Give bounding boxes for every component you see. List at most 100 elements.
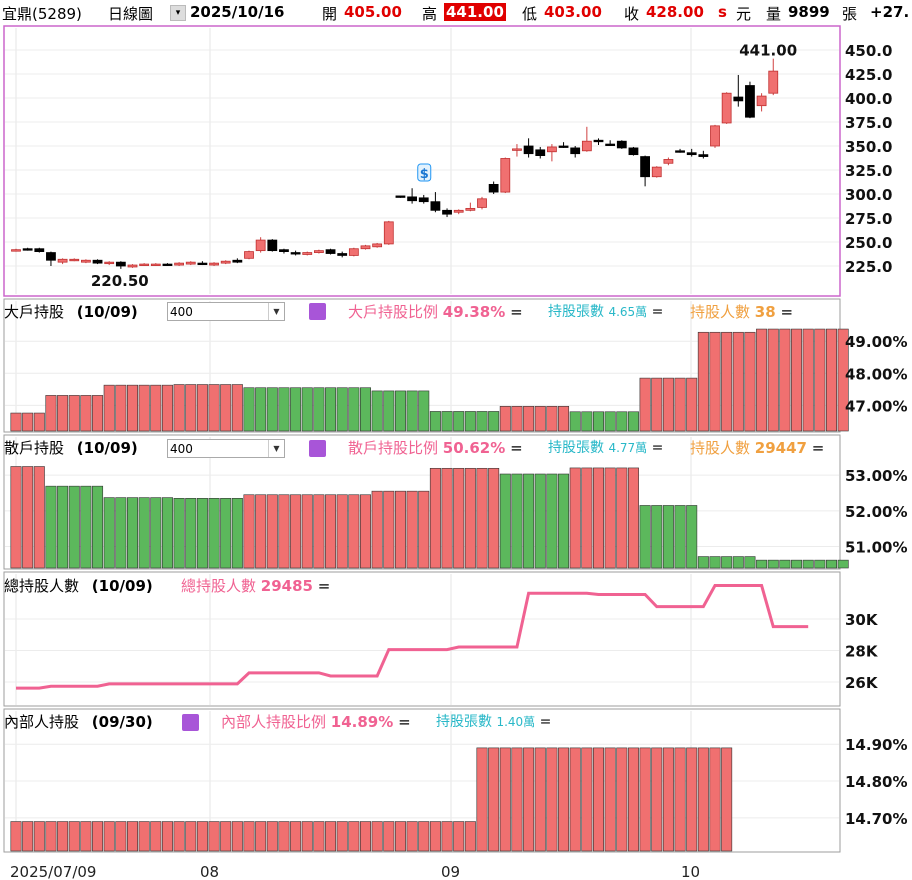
insider-bar — [651, 747, 663, 852]
insider-bar — [429, 821, 441, 852]
retail-bar — [651, 505, 663, 569]
major-bar — [336, 387, 348, 432]
retail-bar — [779, 559, 791, 569]
total-title: 總持股人數 — [4, 577, 80, 595]
candle-body — [244, 251, 254, 259]
insider-bar — [243, 821, 255, 852]
retail-bar — [791, 559, 803, 569]
major-bar — [255, 387, 267, 432]
candle-body — [115, 261, 126, 267]
candle-body — [34, 248, 45, 253]
close-label: 收 — [624, 5, 640, 23]
chart-type-label[interactable]: 日線圖 — [108, 5, 154, 23]
candle-body — [500, 158, 511, 193]
major-bar — [138, 384, 150, 432]
major-bar — [290, 387, 302, 432]
retail-bar — [825, 559, 837, 569]
retail-bar — [243, 494, 255, 569]
low-value: 403.00 — [544, 3, 602, 21]
total-line — [16, 584, 809, 690]
insider-bar — [476, 747, 488, 852]
total-holders-line — [16, 584, 809, 690]
major-bar — [837, 328, 849, 432]
candle-body — [733, 96, 744, 102]
list-icon[interactable] — [182, 714, 199, 731]
chevron-down-icon[interactable]: ▼ — [268, 303, 284, 320]
price-tick-label: 400.0 — [845, 90, 892, 108]
insider-bar — [359, 821, 371, 852]
retail-bar — [383, 490, 395, 569]
candle-body — [127, 264, 138, 268]
insider-bar — [511, 747, 523, 852]
insider-ratio-value: 14.89% — [330, 713, 394, 731]
major-bar — [266, 387, 278, 432]
insider-bar — [581, 747, 593, 852]
insider-bar — [196, 821, 208, 852]
eq-sign: = — [811, 439, 825, 457]
candle-body — [605, 143, 616, 146]
major-bar — [406, 390, 418, 432]
insider-bar — [266, 821, 278, 852]
retail-bar — [464, 467, 476, 569]
major-bar — [220, 384, 232, 432]
insider-bar — [604, 747, 616, 852]
stock-name[interactable]: 宜鼎(5289) — [2, 5, 82, 23]
retail-bar — [68, 485, 80, 569]
candle-body — [698, 154, 709, 157]
insider-bar — [336, 821, 348, 852]
axis-labels: 450.0 425.0 400.0 375.0 350.0 325.0 300.0 275.0… — [10, 42, 907, 880]
candle-body — [663, 159, 674, 164]
major-bar — [791, 328, 803, 432]
candle-body — [104, 261, 115, 265]
major-bar — [10, 412, 22, 432]
quote-date: 2025/10/16 — [190, 3, 285, 21]
candle-body — [756, 95, 767, 107]
insider-bar — [534, 747, 546, 852]
candle-body — [407, 196, 418, 202]
x-axis-label: 09 — [441, 863, 460, 880]
list-icon[interactable] — [309, 303, 326, 320]
candle-body — [710, 125, 720, 147]
eq-sign: = — [780, 303, 794, 321]
insider-bar — [10, 821, 22, 852]
retail-bar — [686, 505, 698, 569]
candle-body — [360, 245, 371, 250]
candle-body — [232, 259, 243, 263]
insider-bar — [313, 821, 325, 852]
retail-bar — [138, 497, 150, 569]
candle-body — [81, 259, 91, 263]
candle-body — [430, 201, 441, 211]
retail-bar — [313, 494, 325, 569]
insider-bar — [115, 821, 127, 852]
insider-tick-label: 14.90% — [845, 736, 907, 754]
major-bar — [476, 411, 488, 432]
candle-body — [325, 249, 336, 254]
insider-bar — [103, 821, 115, 852]
list-icon[interactable] — [309, 440, 326, 457]
major-threshold-select[interactable]: 400 ▼ — [167, 302, 285, 321]
retail-bar — [534, 473, 546, 569]
major-holders-label: 持股人數 — [690, 303, 751, 321]
retail-bar — [208, 498, 220, 569]
insider-bar — [255, 821, 267, 852]
retail-bar — [220, 498, 232, 569]
chevron-down-icon[interactable]: ▼ — [268, 440, 284, 457]
major-bar — [150, 384, 162, 432]
price-tick-label: 450.0 — [845, 42, 892, 60]
chart-type-dropdown-icon[interactable]: ▾ — [170, 5, 186, 21]
candle-body — [675, 150, 685, 153]
major-bar — [429, 411, 441, 432]
volume-unit: 張 — [842, 5, 858, 23]
major-bar — [721, 331, 733, 432]
retail-threshold-select[interactable]: 400 ▼ — [167, 439, 285, 458]
retail-bar — [429, 467, 441, 569]
quote-header: 宜鼎(5289) 日線圖 ▾ 2025/10/16 開 405.00 高 441… — [0, 0, 912, 24]
major-bar — [22, 412, 34, 432]
major-bar — [92, 395, 104, 432]
major-bar — [779, 328, 791, 432]
candle-body — [768, 70, 779, 94]
retail-bar — [290, 494, 302, 569]
retail-bar — [592, 467, 604, 569]
candle-body — [721, 92, 732, 124]
